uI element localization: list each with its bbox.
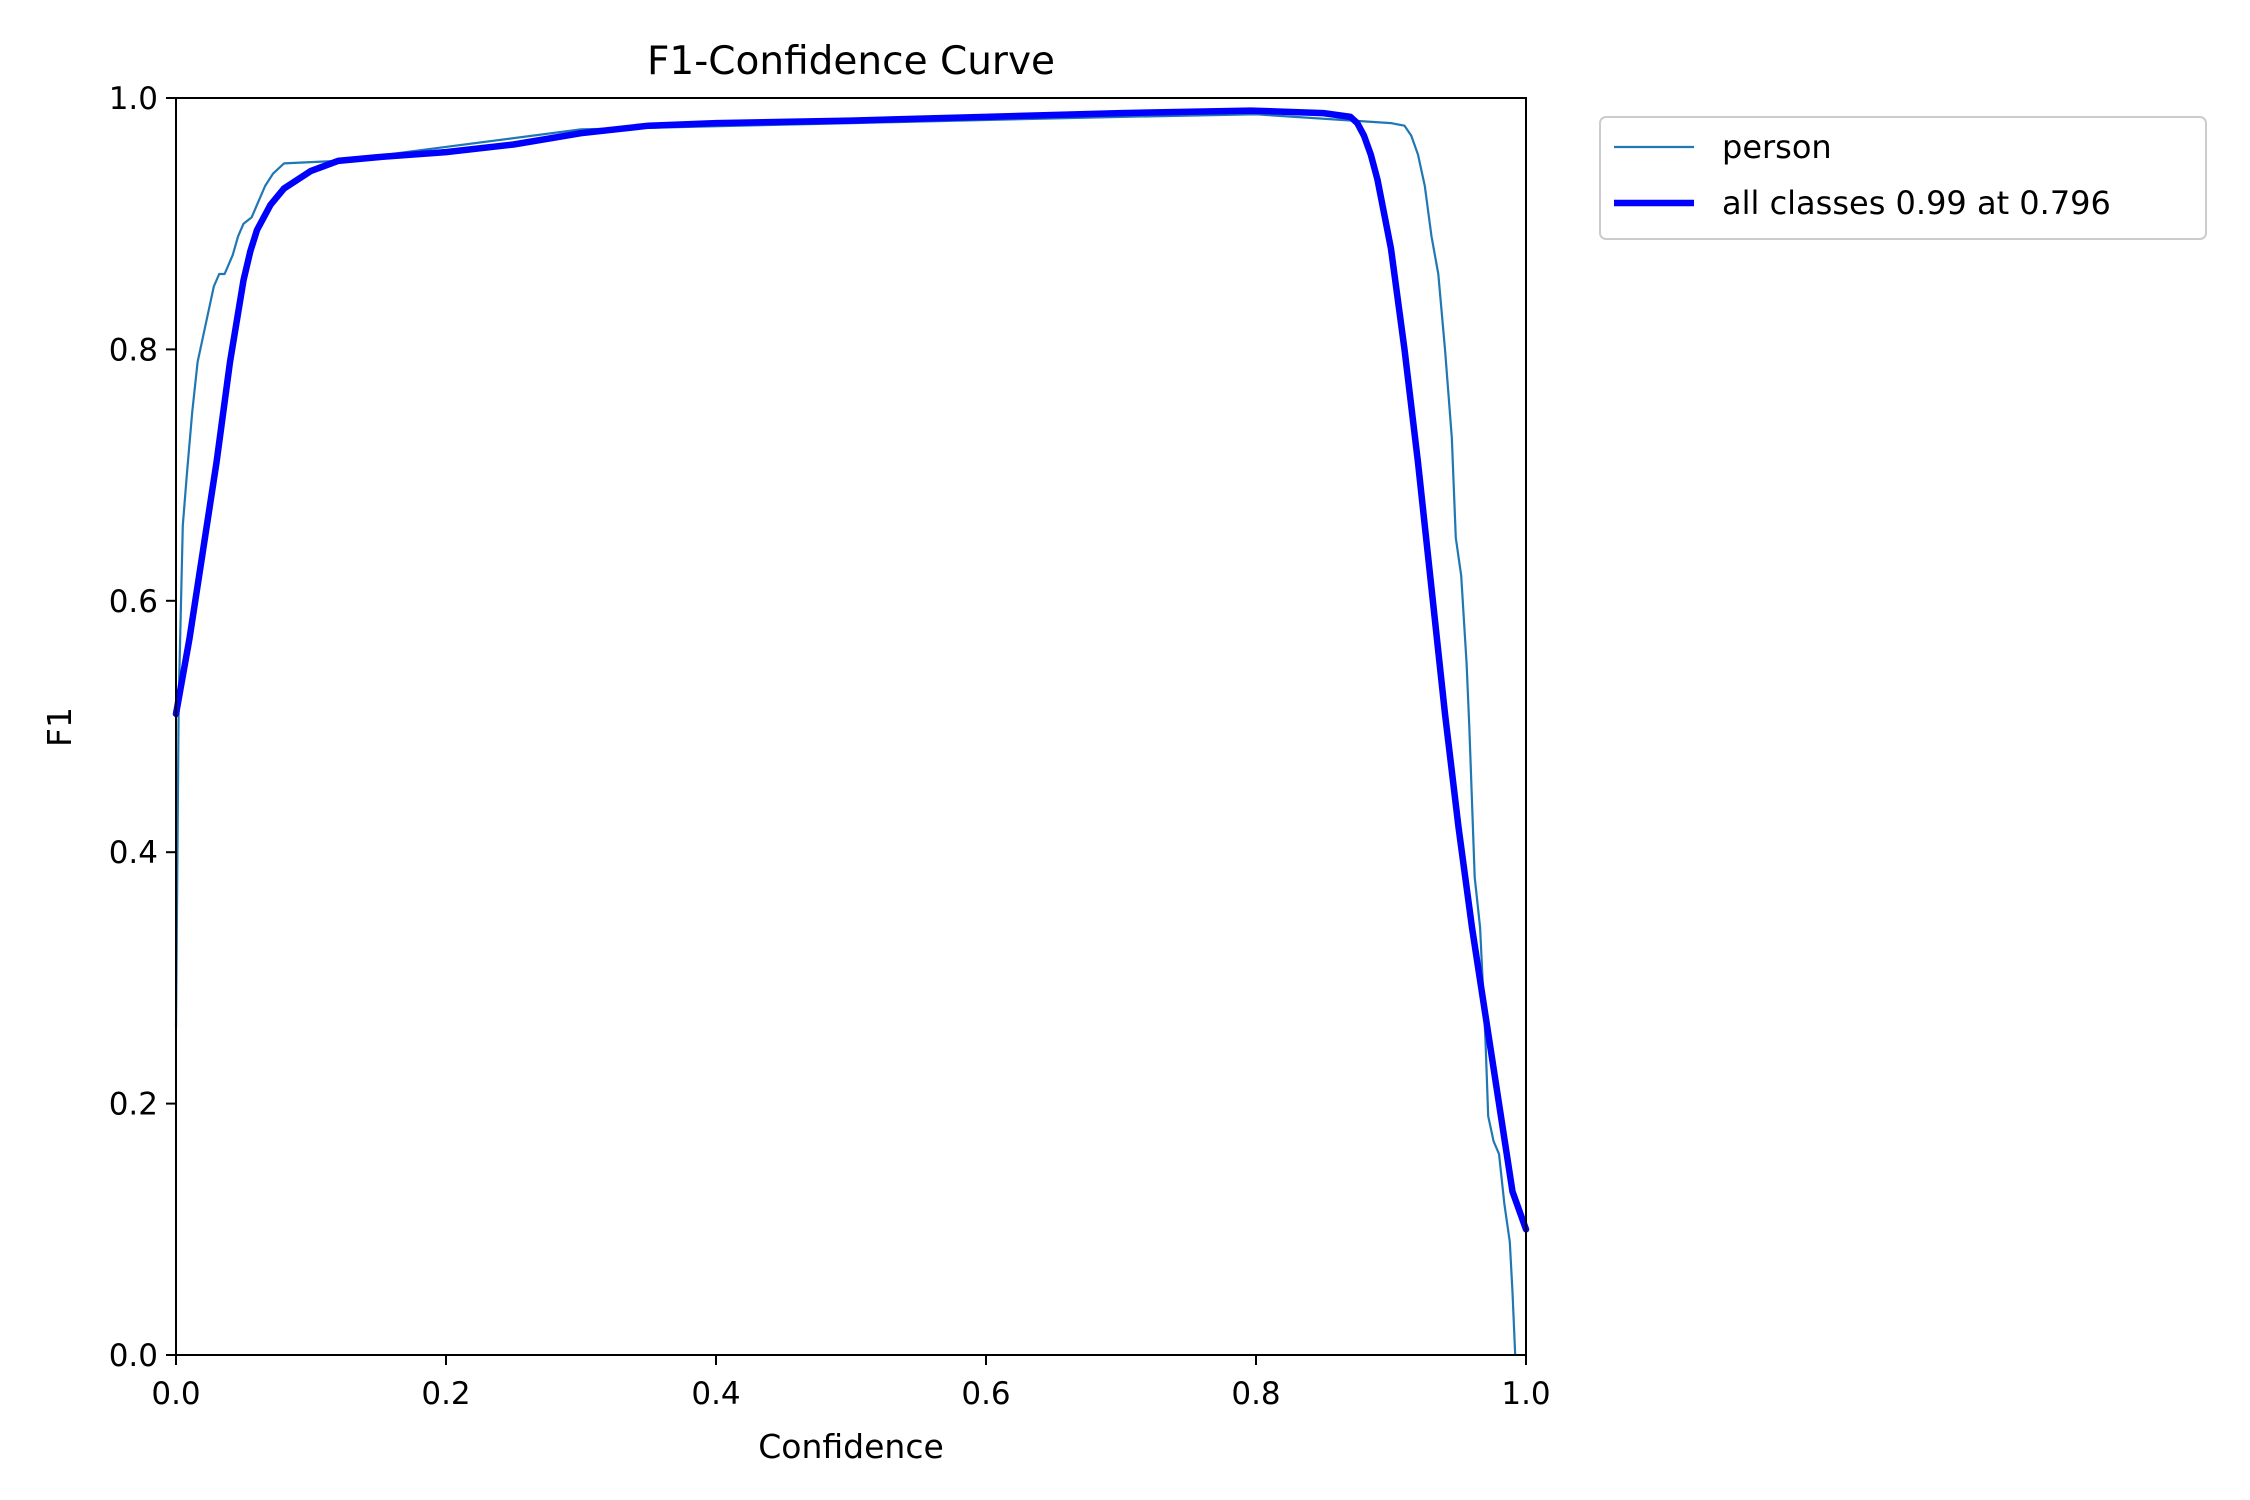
x-tick-label: 0.6 (961, 1376, 1010, 1412)
legend-box (1599, 116, 2207, 240)
series-line-all-classes (172, 107, 1530, 1233)
legend-label-person: person (1722, 128, 1832, 166)
y-tick-label: 0.6 (109, 584, 158, 620)
y-tick-label: 1.0 (109, 81, 158, 117)
y-axis-label: F1 (40, 707, 79, 747)
x-tick-label: 0.4 (691, 1376, 740, 1412)
y-tick-label: 0.4 (109, 835, 158, 871)
plot-lines (172, 107, 1530, 1357)
y-tick-label: 0.0 (109, 1338, 158, 1374)
legend: person all classes 0.99 at 0.796 (1599, 116, 2207, 240)
series-line-person (174, 113, 1517, 1357)
y-tick-label: 0.8 (109, 332, 158, 368)
legend-label-all-classes: all classes 0.99 at 0.796 (1722, 184, 2111, 222)
x-axis-label: Confidence (758, 1427, 944, 1466)
chart-title: F1-Confidence Curve (647, 39, 1055, 84)
plot-frame (175, 97, 1527, 1356)
y-tick-label: 0.2 (109, 1087, 158, 1123)
x-axis-ticks: 0.0 0.2 0.4 0.6 0.8 1.0 (151, 1355, 1551, 1412)
y-axis-ticks: 0.0 0.2 0.4 0.6 0.8 1.0 (109, 81, 176, 1374)
x-tick-label: 0.0 (151, 1376, 200, 1412)
x-tick-label: 1.0 (1501, 1376, 1550, 1412)
x-tick-label: 0.2 (421, 1376, 470, 1412)
x-tick-label: 0.8 (1231, 1376, 1280, 1412)
